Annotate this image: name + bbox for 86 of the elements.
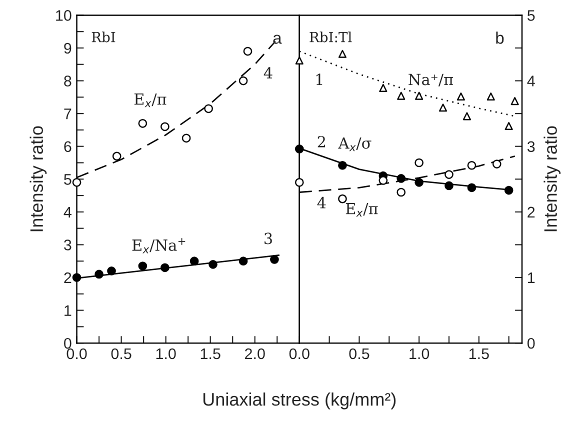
point xyxy=(94,270,104,279)
point xyxy=(72,178,82,187)
point xyxy=(294,144,304,154)
y-tick-label: 2 xyxy=(528,206,535,218)
annotation: b xyxy=(496,32,504,44)
point xyxy=(138,118,148,128)
annotation: E$_{x}$/Na$^{+}$ xyxy=(132,238,186,254)
annotation: E$_{x}$/π xyxy=(346,203,378,217)
x-tick-label: 0.0 xyxy=(289,348,310,360)
point xyxy=(338,194,347,204)
annotation: 3 xyxy=(264,232,272,244)
y-axis-title: Intensity ratio xyxy=(30,126,47,232)
x-tick-label: 1.0 xyxy=(410,348,430,360)
annotation: 4 xyxy=(317,196,326,208)
point xyxy=(456,92,465,101)
y-tick-label: 10 xyxy=(56,10,72,21)
point xyxy=(295,56,304,64)
point xyxy=(112,152,122,161)
point xyxy=(338,160,347,170)
y-tick-label: 4 xyxy=(527,76,535,86)
point xyxy=(467,183,476,192)
point xyxy=(486,92,495,101)
point xyxy=(510,97,519,106)
point xyxy=(504,122,513,130)
point xyxy=(396,188,406,197)
x-tick-label: 1.0 xyxy=(156,348,176,360)
y-tick-label: 4 xyxy=(64,206,72,218)
annotation: 4 xyxy=(264,67,272,78)
y-tick-label: 0 xyxy=(64,338,72,349)
point xyxy=(396,174,406,183)
point xyxy=(204,104,213,114)
point xyxy=(160,263,170,272)
point xyxy=(107,266,116,276)
y-tick-label: 2 xyxy=(64,272,72,284)
annotation: RbI xyxy=(92,32,116,42)
x-tick-label: 0.5 xyxy=(111,348,132,360)
x-tick-label: 1.5 xyxy=(200,348,220,360)
y-tick-label: 9 xyxy=(64,42,72,54)
y-tick-label: 6 xyxy=(64,141,72,152)
point xyxy=(294,178,304,187)
point xyxy=(438,104,448,112)
x-tick-label: 0.0 xyxy=(66,348,87,360)
point xyxy=(182,134,191,143)
point xyxy=(504,186,514,195)
point xyxy=(238,76,248,86)
annotation: Na⁺/π xyxy=(408,74,454,86)
y-tick-label: 3 xyxy=(64,240,72,250)
y-tick-label: 7 xyxy=(64,108,72,120)
point xyxy=(462,112,471,120)
point xyxy=(270,255,279,264)
point xyxy=(190,256,199,266)
y-tick-label: 1 xyxy=(64,305,72,316)
point xyxy=(338,50,347,58)
point xyxy=(414,158,424,168)
annotation: E$_{x}$/π xyxy=(134,94,166,108)
point xyxy=(138,262,148,270)
point xyxy=(243,46,252,56)
point xyxy=(492,160,502,168)
x-axis-title: Uniaxial stress (kg/mm²) xyxy=(203,392,396,410)
y-axis-title: Intensity ratio xyxy=(544,126,561,232)
y-tick-label: 1 xyxy=(528,272,535,284)
point xyxy=(208,260,218,269)
point xyxy=(238,256,248,266)
annotation: A$_{x}$/σ xyxy=(338,137,372,152)
point xyxy=(379,84,388,92)
annotation: RbI:Tl xyxy=(310,32,352,42)
point xyxy=(72,273,82,282)
point xyxy=(415,92,424,100)
x-tick-label: 2.0 xyxy=(245,348,265,360)
annotation: a xyxy=(273,34,282,44)
point xyxy=(378,176,388,185)
x-tick-label: 1.5 xyxy=(469,348,489,360)
y-tick-label: 5 xyxy=(527,10,535,21)
y-tick-label: 3 xyxy=(527,141,535,152)
annotation: 2 xyxy=(318,136,326,148)
y-tick-label: 8 xyxy=(64,76,72,86)
point xyxy=(397,92,406,100)
point xyxy=(160,122,170,132)
y-tick-label: 5 xyxy=(64,174,72,185)
point xyxy=(444,181,454,190)
point xyxy=(444,170,454,179)
x-tick-label: 0.5 xyxy=(349,348,370,360)
point xyxy=(414,178,424,187)
y-tick-label: 0 xyxy=(527,338,535,349)
point xyxy=(467,160,476,170)
annotation: 1 xyxy=(316,74,322,85)
